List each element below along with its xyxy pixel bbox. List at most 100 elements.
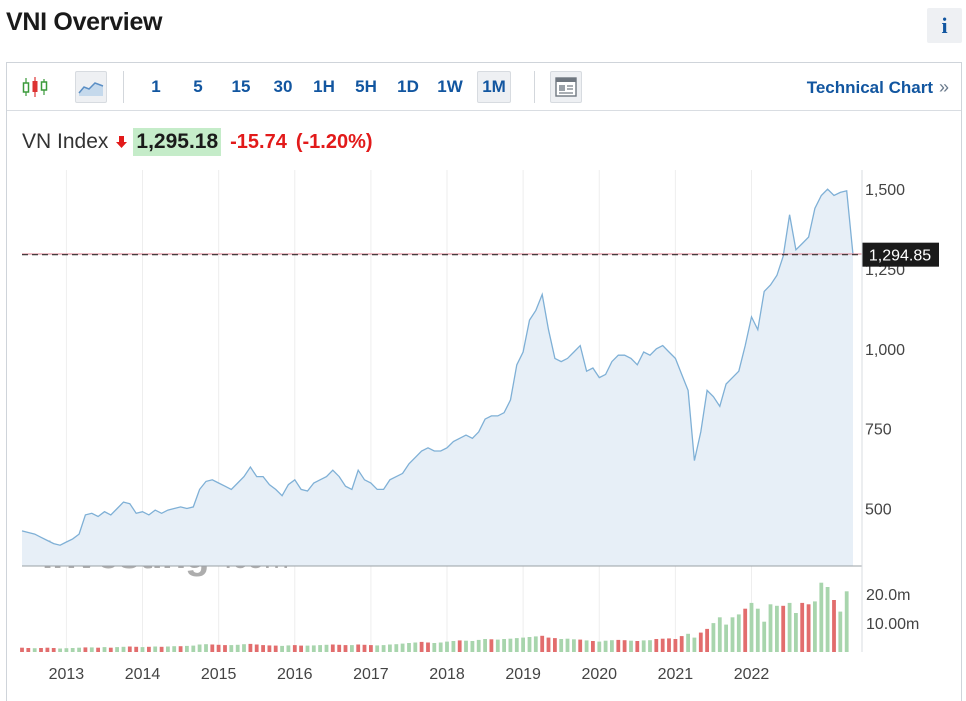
volume-bar	[432, 643, 437, 652]
volume-bar	[648, 640, 652, 652]
volume-bar	[781, 605, 786, 652]
volume-series	[20, 582, 849, 652]
volume-bar	[26, 648, 31, 652]
volume-bar	[654, 639, 659, 652]
volume-bar	[178, 646, 183, 652]
volume-bar	[553, 638, 557, 652]
x-tick-label: 2016	[277, 666, 313, 683]
timeframe-1h[interactable]: 1H	[313, 77, 335, 96]
toolbar-divider	[123, 71, 124, 103]
volume-bar	[337, 644, 342, 652]
volume-bar	[229, 645, 234, 652]
volume-bar	[698, 632, 703, 652]
volume-bar	[96, 647, 100, 652]
volume-bar	[83, 647, 88, 652]
volume-bar	[559, 639, 564, 652]
volume-tick-label: 20.0m	[866, 587, 910, 604]
volume-bar	[147, 646, 151, 652]
volume-bar	[457, 640, 462, 652]
info-button[interactable]: i	[927, 8, 962, 43]
timeframe-5h[interactable]: 5H	[355, 77, 377, 96]
timeframe-30[interactable]: 30	[273, 77, 293, 96]
volume-bar	[768, 604, 773, 652]
volume-bar	[172, 646, 177, 652]
volume-bar	[470, 641, 475, 652]
volume-bar	[356, 644, 361, 652]
volume-bar	[464, 640, 468, 652]
volume-bar	[540, 635, 545, 652]
volume-bar	[419, 641, 424, 652]
timeframe-1w[interactable]: 1W	[437, 77, 463, 96]
instrument-name: VN Index	[22, 130, 109, 153]
y-tick-label: 500	[865, 502, 892, 519]
x-tick-label: 2013	[49, 666, 85, 683]
volume-bar	[610, 640, 614, 652]
volume-bar	[115, 647, 119, 652]
volume-bar	[210, 644, 215, 652]
technical-chart-link[interactable]: Technical Chart »	[807, 71, 949, 103]
volume-bar	[248, 643, 253, 652]
news-panel-icon[interactable]	[550, 71, 582, 103]
volume-bar	[343, 645, 348, 652]
volume-bar	[483, 639, 487, 652]
volume-bar	[267, 645, 272, 652]
timeframe-1m[interactable]: 1M	[477, 71, 511, 103]
grid	[65, 170, 753, 652]
quote-bar: VN Index 1,295.18 -15.74 (-1.20%)	[22, 127, 373, 157]
volume-bar	[825, 587, 830, 652]
volume-bar	[400, 643, 405, 652]
timeframe-1[interactable]: 1	[151, 77, 161, 96]
volume-bar	[629, 640, 633, 652]
price-line	[21, 188, 854, 546]
price-area	[22, 189, 853, 566]
volume-bar	[489, 639, 494, 652]
volume-bar	[70, 648, 75, 652]
timeframe-15[interactable]: 15	[231, 77, 251, 96]
volume-bar	[286, 645, 291, 652]
area-chart-icon[interactable]	[75, 71, 107, 103]
volume-bar	[280, 645, 284, 652]
volume-bar	[806, 604, 811, 652]
volume-bar	[407, 643, 411, 652]
volume-bar	[108, 647, 113, 652]
volume-bar	[166, 646, 170, 652]
volume-bar	[800, 602, 805, 652]
volume-bar	[127, 646, 132, 652]
x-tick-label: 2020	[581, 666, 617, 683]
volume-bar	[591, 641, 595, 652]
volume-bar	[819, 582, 824, 652]
y-tick-label: 1,500	[865, 182, 905, 199]
volume-bar	[299, 645, 303, 652]
candlestick-icon[interactable]	[19, 71, 51, 103]
volume-bar	[191, 645, 196, 652]
volume-bar	[546, 637, 551, 652]
volume-bar	[603, 640, 608, 652]
chart-toolbar: 1 5 15 30 1H 5H 1D 1W 1M Technical Chart…	[7, 63, 961, 111]
last-price-tag-label: 1,294.85	[869, 248, 931, 265]
volume-tick-label: 10.00m	[866, 616, 919, 633]
volume-bar	[394, 644, 399, 652]
volume-bar	[622, 640, 627, 652]
volume-bar	[686, 633, 690, 652]
timeframe-1d[interactable]: 1D	[397, 77, 419, 96]
volume-bar	[20, 647, 24, 652]
volume-bar	[736, 614, 741, 652]
volume-bar	[775, 605, 779, 652]
volume-bar	[223, 645, 227, 652]
volume-bar	[635, 641, 640, 652]
volume-bar	[77, 647, 81, 652]
volume-bar	[514, 638, 519, 652]
volume-bar	[502, 639, 506, 652]
x-tick-label: 2014	[125, 666, 161, 683]
volume-bar	[521, 637, 525, 652]
volume-bar	[445, 641, 449, 652]
volume-bar	[584, 640, 589, 652]
volume-bar	[565, 638, 570, 652]
volume-bar	[197, 644, 202, 652]
volume-bar	[438, 642, 443, 652]
x-tick-label: 2018	[429, 666, 465, 683]
volume-bar	[292, 645, 297, 652]
x-tick-label: 2017	[353, 666, 389, 683]
timeframe-5[interactable]: 5	[193, 77, 203, 96]
volume-bar	[242, 644, 246, 652]
